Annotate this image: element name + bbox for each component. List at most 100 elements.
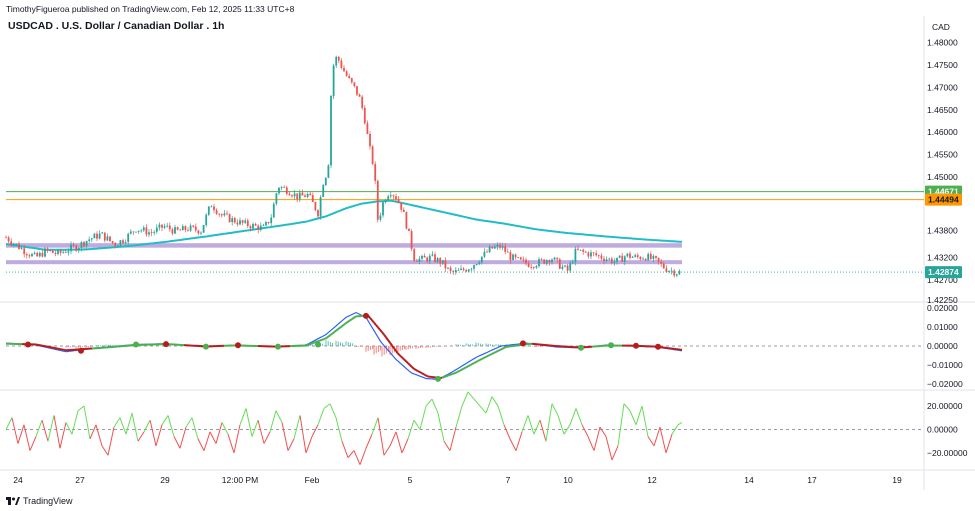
candle-body	[540, 259, 543, 260]
candle-body	[7, 237, 10, 242]
candle-body	[119, 240, 122, 246]
candle-body	[405, 212, 408, 229]
candle-body	[189, 225, 192, 231]
candle-body	[322, 185, 325, 197]
candle-body	[155, 227, 158, 232]
candle-body	[408, 228, 410, 232]
candle-body	[280, 186, 283, 188]
candle-body	[566, 265, 569, 271]
candle-body	[109, 236, 111, 242]
macd-signal-segment	[415, 369, 419, 372]
candle-body	[202, 225, 205, 233]
oscillator-segment	[215, 422, 223, 444]
candle-body	[371, 146, 374, 164]
horizontal-levels	[6, 191, 924, 201]
moving-average	[5, 199, 683, 251]
oscillator-segment	[275, 410, 283, 423]
candle-body	[291, 195, 293, 197]
candle-body	[187, 229, 189, 231]
candle-body	[116, 245, 119, 247]
macd-signal-segment	[405, 360, 409, 364]
tradingview-brand[interactable]: TradingView	[6, 496, 73, 506]
oscillator-segment	[641, 405, 649, 437]
candle-body	[608, 258, 611, 260]
oscillator-segment	[317, 408, 325, 425]
oscillator-segment	[659, 427, 667, 454]
candle-body	[233, 218, 236, 223]
candle-body	[327, 165, 330, 178]
macd-signal-segment	[401, 356, 405, 361]
candle-body	[249, 226, 252, 229]
moving-average-line	[5, 199, 683, 251]
candle-body	[421, 255, 423, 259]
oscillator-segment	[593, 427, 601, 451]
candle-body	[90, 238, 93, 240]
oscillator-segment	[209, 431, 217, 444]
oscillator-segment	[335, 417, 343, 442]
macd-cross-dot	[435, 375, 441, 382]
time-tick-label: 10	[563, 475, 573, 485]
time-tick-label: 19	[892, 475, 902, 485]
candle-body	[631, 256, 634, 258]
macd-signal-segment	[335, 328, 339, 332]
candle-body	[176, 227, 179, 230]
oscillator-segment	[389, 431, 397, 447]
macd-signal-segment	[321, 338, 325, 341]
candle-body	[148, 232, 150, 235]
candle-body	[376, 180, 379, 220]
oscillator-segment	[23, 424, 31, 451]
macd-signal-segment	[503, 346, 507, 349]
oscillator-segment	[587, 436, 595, 451]
candle-body	[535, 266, 538, 268]
macd-cross-dot	[203, 343, 209, 350]
level-badge-orange-bg	[925, 193, 962, 206]
price-tick-label: 1.42700	[927, 275, 958, 285]
price-tick-label: 1.47500	[927, 60, 958, 70]
candle-body	[335, 56, 338, 66]
candle-body	[122, 240, 124, 244]
candle-body	[483, 251, 486, 257]
macd-signal-segment	[441, 376, 445, 379]
candle-body	[309, 193, 312, 196]
candle-body	[577, 248, 579, 250]
candle-body	[163, 225, 166, 228]
candle-body	[506, 251, 509, 253]
candle-body	[80, 242, 83, 249]
oscillator-segment	[671, 424, 679, 435]
macd-signal-segment	[493, 351, 497, 354]
candle-body	[467, 269, 470, 272]
oscillator-segment	[245, 408, 253, 437]
time-tick-label: 27	[75, 475, 85, 485]
candle-body	[584, 251, 587, 253]
candle-body	[522, 259, 525, 261]
oscillator-segment	[455, 405, 463, 428]
candle-body	[454, 270, 457, 273]
macd-signal-segment	[489, 353, 493, 356]
candle-body	[382, 202, 384, 216]
candle-body	[246, 220, 249, 227]
oscillator-segment	[371, 417, 379, 435]
price-tick-label: 1.48000	[927, 38, 958, 48]
macd-cross-dot	[363, 312, 369, 319]
candle-body	[85, 241, 88, 247]
oscillator-segment	[443, 440, 451, 451]
candle-body	[655, 255, 657, 258]
candle-body	[392, 195, 395, 197]
candle-body	[285, 187, 288, 194]
macd-signal-segment	[327, 334, 331, 338]
candle-body	[181, 226, 184, 231]
candle-body	[400, 202, 403, 210]
candle-body	[603, 258, 605, 261]
candle-body	[38, 252, 41, 257]
candle-body	[415, 260, 418, 262]
oscillator-segment	[5, 417, 13, 430]
candle-body	[605, 259, 608, 261]
candle-body	[218, 213, 221, 215]
time-tick-label: 14	[744, 475, 754, 485]
oscillator-segment	[617, 403, 625, 446]
candle-body	[179, 229, 182, 231]
candle-body	[441, 260, 444, 264]
macd-signal-segment	[323, 337, 327, 341]
candle-body	[25, 254, 28, 256]
